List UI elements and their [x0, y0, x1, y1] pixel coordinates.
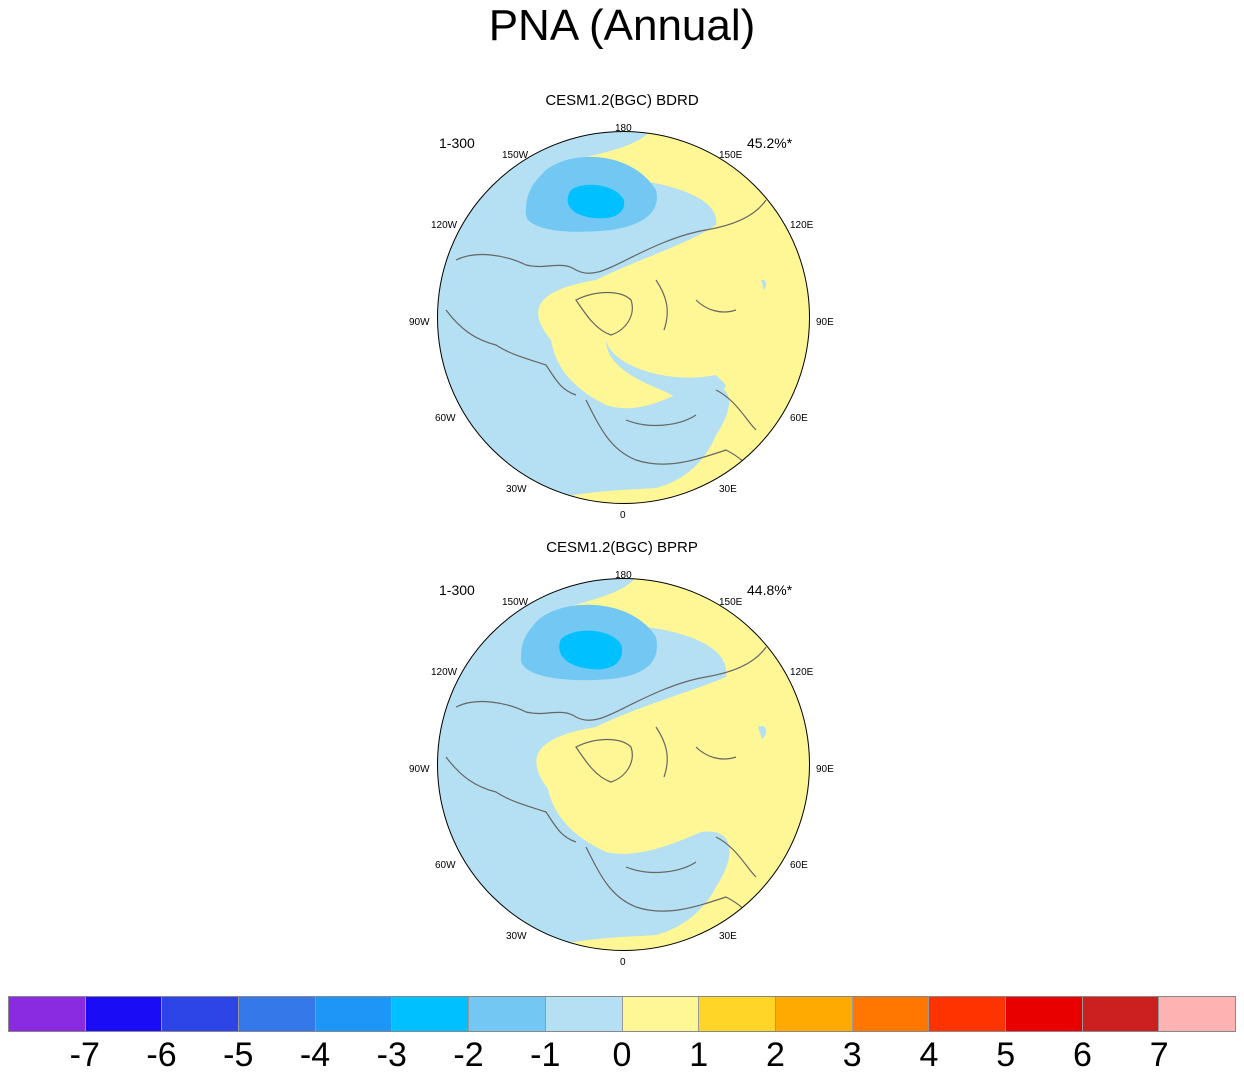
map-border — [437, 131, 810, 504]
map-panel-1: CESM1.2(BGC) BDRD 1-300 45.2%* 180 0 150… — [0, 92, 1244, 532]
colorbar-tick-label: -5 — [223, 1036, 254, 1074]
negative-region-3 — [567, 184, 625, 219]
colorbar-swatch — [315, 997, 393, 1031]
colorbar-swatch — [929, 997, 1006, 1031]
colorbar-swatch — [85, 997, 163, 1031]
coastlines — [445, 646, 767, 933]
colorbar-tick-label: 3 — [842, 1036, 862, 1074]
lon-label-0: 0 — [620, 957, 626, 968]
colorbar-tick-label: -4 — [299, 1036, 331, 1074]
variance-percent: 45.2%* — [747, 135, 793, 151]
lon-label-180: 180 — [615, 570, 632, 581]
negative-region — [437, 578, 730, 951]
lon-label-120e: 120E — [790, 667, 814, 678]
colorbar-swatch — [545, 997, 623, 1031]
panel-title: CESM1.2(BGC) BPRP — [546, 539, 698, 556]
colorbar-tick-label: 1 — [689, 1036, 709, 1074]
lon-label-120w: 120W — [431, 667, 458, 678]
map-border — [437, 578, 810, 951]
colorbar-tick-label: -6 — [146, 1036, 177, 1074]
polar-map — [437, 131, 810, 504]
negative-region-4 — [606, 340, 726, 400]
lon-label-60w: 60W — [435, 413, 456, 424]
lon-label-150w: 150W — [502, 597, 529, 608]
lon-label-0: 0 — [620, 510, 626, 521]
colorbar-tick-label: -3 — [376, 1036, 407, 1074]
colorbar-swatch — [162, 997, 240, 1031]
lon-label-180: 180 — [615, 123, 632, 134]
colorbar-tick-label: 7 — [1149, 1036, 1169, 1074]
polar-map — [437, 578, 810, 951]
negative-region-3 — [559, 630, 623, 670]
panel-title: CESM1.2(BGC) BDRD — [545, 92, 699, 109]
colorbar-swatch — [9, 997, 86, 1031]
years-label: 1-300 — [439, 135, 475, 151]
lon-label-60w: 60W — [435, 860, 456, 871]
lon-label-150e: 150E — [719, 150, 743, 161]
colorbar-swatch — [1159, 997, 1235, 1031]
lon-label-150e: 150E — [719, 597, 743, 608]
colorbar-swatch — [699, 997, 776, 1031]
colorbar-swatch — [392, 997, 470, 1031]
colorbar-tick-label: -1 — [530, 1036, 561, 1074]
lon-label-60e: 60E — [790, 413, 808, 424]
lon-label-120w: 120W — [431, 220, 458, 231]
lon-label-120e: 120E — [790, 220, 814, 231]
colorbar-tick-label: 6 — [1073, 1036, 1092, 1074]
lon-label-90w: 90W — [409, 764, 430, 775]
colorbar-swatch — [775, 997, 853, 1031]
figure-title: PNA (Annual) — [488, 1, 756, 50]
colorbar-swatch — [469, 997, 546, 1031]
colorbar — [8, 996, 1236, 1032]
colorbar-swatch — [1082, 997, 1160, 1031]
lon-label-30w: 30W — [506, 931, 527, 942]
years-label: 1-300 — [439, 582, 475, 598]
lon-label-150w: 150W — [502, 150, 529, 161]
variance-percent: 44.8%* — [747, 582, 793, 598]
lon-label-30e: 30E — [719, 931, 737, 942]
colorbar-swatch — [1005, 997, 1083, 1031]
colorbar-tick-label: -7 — [69, 1036, 100, 1074]
colorbar-tick-label: -2 — [453, 1036, 484, 1074]
map-panel-2: CESM1.2(BGC) BPRP 1-300 44.8%* 180 0 150… — [0, 539, 1244, 979]
negative-region — [437, 131, 729, 504]
colorbar-tick-label: 4 — [919, 1036, 939, 1074]
lon-label-30w: 30W — [506, 484, 527, 495]
colorbar-tick-label: 0 — [612, 1036, 632, 1074]
coastlines — [445, 199, 767, 486]
colorbar-swatch — [622, 997, 700, 1031]
colorbar-swatch — [239, 997, 316, 1031]
lon-label-90e: 90E — [816, 317, 834, 328]
lon-label-90w: 90W — [409, 317, 430, 328]
lon-label-30e: 30E — [719, 484, 737, 495]
lon-label-90e: 90E — [816, 764, 834, 775]
colorbar-tick-label: 2 — [766, 1036, 785, 1074]
lon-label-60e: 60E — [790, 860, 808, 871]
colorbar-swatch — [852, 997, 930, 1031]
colorbar-tick-label: 5 — [996, 1036, 1016, 1074]
